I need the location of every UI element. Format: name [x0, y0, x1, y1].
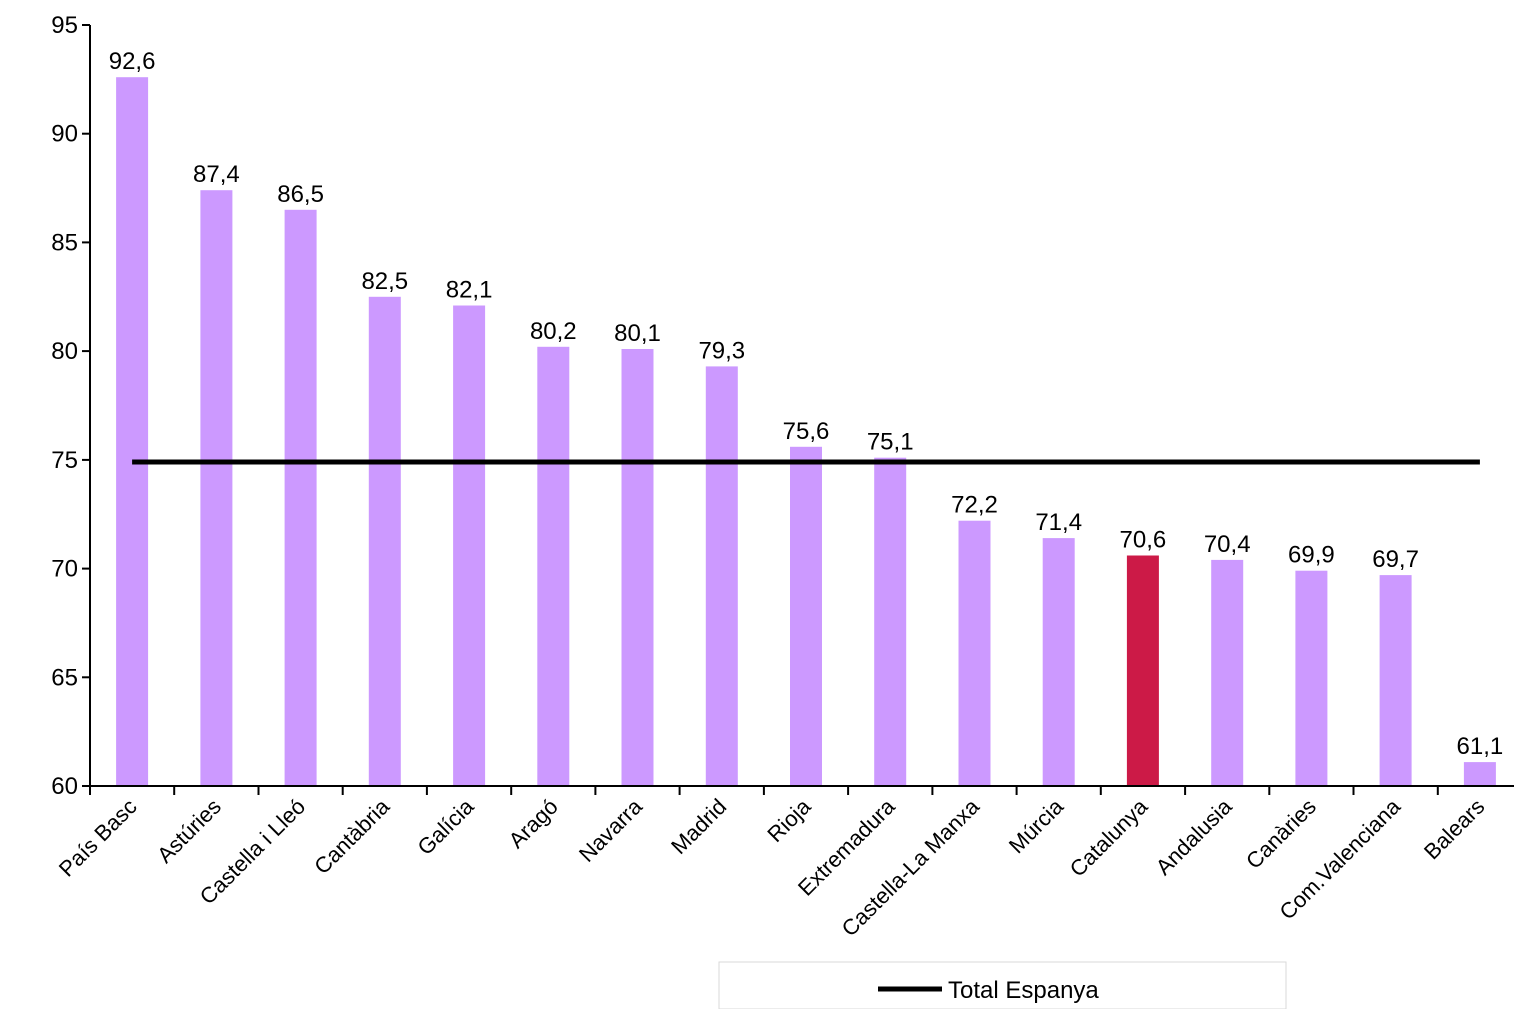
data-label: 61,1 [1457, 733, 1504, 760]
bar [790, 446, 822, 786]
category-label: Catalunya [1065, 793, 1153, 881]
data-label: 75,6 [783, 418, 830, 445]
data-label: 82,1 [446, 277, 493, 304]
category-label: Navarra [574, 793, 648, 867]
bar [537, 346, 570, 786]
bar [621, 349, 654, 786]
bar [874, 457, 907, 786]
category-label: Astúries [152, 794, 226, 868]
bar [1463, 762, 1496, 786]
bar [1042, 538, 1075, 786]
bar [284, 209, 317, 787]
data-label: 69,7 [1372, 546, 1419, 573]
y-tick-label: 85 [51, 229, 78, 256]
data-label: 70,4 [1204, 531, 1251, 558]
data-label: 80,2 [530, 318, 577, 345]
data-labels-group: 92,6 87,4 86,5 82,5 82,1 80,2 80,1 79,3 75,6 75,1… [109, 48, 1504, 760]
bar [705, 366, 738, 786]
bar [1379, 575, 1412, 786]
category-label: Rioja [762, 793, 816, 847]
data-label: 79,3 [698, 337, 745, 364]
y-tick-label: 60 [51, 773, 78, 800]
bars-group [116, 77, 1496, 787]
category-label: Aragó [504, 794, 563, 853]
y-tick-label: 95 [51, 12, 78, 39]
legend-label-total-espanya: Total Espanya [948, 977, 1099, 1004]
data-label: 71,4 [1035, 509, 1082, 536]
data-label: 86,5 [277, 181, 324, 208]
data-label: 70,6 [1120, 527, 1167, 554]
data-label: 72,2 [951, 492, 998, 519]
category-label: Cantàbria [309, 793, 395, 879]
category-label: Canàries [1241, 794, 1321, 874]
legend: Total Espanya [718, 961, 1287, 1009]
data-label: 82,5 [361, 268, 408, 295]
category-label: Múrcia [1004, 793, 1069, 858]
bar [453, 305, 486, 786]
category-label: Balears [1419, 794, 1489, 864]
data-label: 80,1 [614, 320, 661, 347]
bar [200, 190, 233, 786]
y-tick-label: 70 [51, 556, 78, 583]
category-label: Andalusia [1151, 793, 1238, 880]
bar [368, 296, 401, 786]
bar [958, 520, 991, 786]
category-label: Madrid [666, 794, 731, 859]
category-label: Castella-La Manxa [837, 793, 985, 941]
bar [116, 77, 149, 786]
y-tick-label: 65 [51, 664, 78, 691]
bar [1295, 570, 1328, 786]
data-label: 69,9 [1288, 542, 1335, 569]
y-tick-label: 80 [51, 338, 78, 365]
bar [1211, 559, 1244, 786]
data-label: 92,6 [109, 48, 156, 75]
data-label: 87,4 [193, 161, 240, 188]
category-label: Galícia [413, 793, 480, 860]
data-label: 75,1 [867, 429, 914, 456]
y-tick-label: 75 [51, 447, 78, 474]
y-tick-label: 90 [51, 121, 78, 148]
legend-box [718, 961, 1287, 1009]
category-label: País Basc [54, 794, 142, 882]
bar [1126, 555, 1159, 786]
